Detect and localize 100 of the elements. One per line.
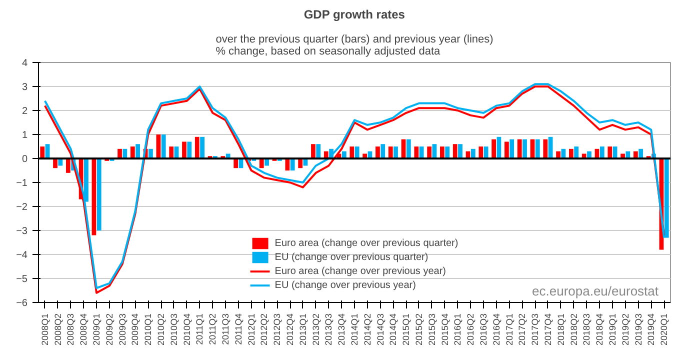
bar bbox=[394, 146, 398, 158]
x-tick-label: 2009Q2 bbox=[104, 313, 114, 346]
bar bbox=[148, 148, 153, 158]
bar bbox=[187, 142, 192, 158]
y-tick-label: 4 bbox=[22, 58, 28, 69]
x-tick-label: 2010Q4 bbox=[182, 313, 192, 346]
x-tick-label: 2019Q2 bbox=[620, 313, 630, 346]
bar bbox=[406, 139, 411, 158]
legend-label: EU (change over previous year) bbox=[274, 278, 416, 292]
y-tick-label: 0 bbox=[22, 154, 28, 165]
y-tick-label: 1 bbox=[22, 130, 28, 141]
bar bbox=[452, 144, 458, 158]
x-tick-label: 2009Q3 bbox=[117, 313, 128, 346]
x-tick-label: 2008Q2 bbox=[52, 313, 63, 346]
bar bbox=[574, 146, 579, 158]
y-tick-label: −2 bbox=[16, 202, 28, 213]
bar bbox=[445, 146, 450, 158]
x-tick-label: 2011Q2 bbox=[208, 314, 218, 345]
bar bbox=[388, 146, 393, 158]
bar bbox=[380, 144, 386, 158]
x-tick-label: 2015Q4 bbox=[440, 313, 450, 346]
bar bbox=[182, 142, 186, 158]
bar bbox=[40, 146, 45, 158]
x-tick-label: 2013Q4 bbox=[336, 313, 347, 346]
x-tick-label: 2012Q4 bbox=[285, 313, 296, 346]
bar bbox=[92, 158, 96, 236]
y-tick-label: −1 bbox=[16, 178, 28, 189]
x-tick-label: 2018Q1 bbox=[556, 313, 566, 346]
legend-label: EU (change over previous quarter) bbox=[274, 250, 428, 264]
bar bbox=[427, 146, 432, 158]
x-tick-label: 2016Q1 bbox=[452, 313, 463, 346]
y-tick-label: 3 bbox=[22, 82, 28, 93]
bar bbox=[568, 148, 574, 158]
bar bbox=[517, 139, 522, 158]
y-tick-label: 2 bbox=[22, 106, 28, 117]
bar bbox=[66, 158, 70, 173]
x-tick-label: 2009Q4 bbox=[130, 313, 140, 346]
x-tick-label: 2016Q4 bbox=[491, 313, 502, 346]
bar bbox=[350, 146, 354, 158]
bar bbox=[118, 148, 122, 158]
x-tick-label: 2014Q1 bbox=[350, 313, 360, 346]
bar bbox=[440, 146, 444, 158]
bar bbox=[535, 139, 540, 158]
bar bbox=[316, 144, 321, 158]
x-tick-label: 2019Q4 bbox=[646, 313, 656, 346]
bar bbox=[285, 158, 290, 170]
bar bbox=[376, 146, 380, 158]
x-tick-label: 2018Q3 bbox=[582, 313, 592, 346]
x-tick-label: 2013Q3 bbox=[324, 313, 334, 346]
x-tick-label: 2014Q3 bbox=[375, 313, 386, 346]
y-tick-label: −4 bbox=[16, 250, 28, 261]
bar bbox=[136, 144, 140, 158]
annotation: ec.europa.eu/eurostat bbox=[532, 284, 659, 298]
bar bbox=[492, 139, 496, 158]
bar bbox=[510, 139, 514, 158]
x-tick-label: 2010Q1 bbox=[143, 313, 154, 346]
x-tick-label: 2012Q3 bbox=[272, 313, 282, 346]
x-tick-label: 2018Q2 bbox=[568, 313, 579, 346]
bar bbox=[169, 146, 174, 158]
x-tick-label: 2008Q3 bbox=[66, 313, 76, 346]
x-tick-label: 2013Q2 bbox=[310, 313, 321, 346]
bar bbox=[84, 158, 88, 202]
bar bbox=[130, 146, 135, 158]
bar bbox=[484, 146, 488, 158]
x-tick-label: 2010Q2 bbox=[156, 313, 166, 346]
x-tick-label: 2008Q4 bbox=[78, 313, 89, 346]
x-tick-label: 2012Q1 bbox=[246, 313, 256, 346]
x-tick-label: 2020Q1 bbox=[659, 313, 670, 346]
bar bbox=[522, 139, 527, 158]
x-tick-label: 2015Q1 bbox=[401, 313, 412, 346]
bar bbox=[543, 139, 548, 158]
bar bbox=[600, 146, 604, 158]
legend-label: Euro area (change over previous quarter) bbox=[274, 236, 458, 250]
bar bbox=[53, 158, 58, 168]
bar bbox=[478, 146, 484, 158]
bar bbox=[122, 148, 128, 158]
x-tick-label: 2012Q2 bbox=[259, 313, 270, 346]
bar bbox=[504, 142, 509, 158]
chart-subtitle: over the previous quarter (bars) and previous year (lines) % change, based on seasonally adjusted data bbox=[216, 34, 494, 58]
bar bbox=[298, 158, 303, 168]
x-tick-label: 2015Q2 bbox=[414, 313, 424, 346]
x-tick-label: 2013Q1 bbox=[298, 313, 308, 346]
x-tick-label: 2010Q3 bbox=[168, 313, 179, 346]
x-tick-label: 2016Q3 bbox=[478, 313, 488, 346]
x-tick-label: 2019Q3 bbox=[633, 313, 644, 346]
x-tick-label: 2017Q2 bbox=[517, 313, 528, 346]
bar bbox=[354, 146, 360, 158]
y-tick-label: −3 bbox=[16, 226, 28, 237]
bar bbox=[419, 146, 424, 158]
x-tick-label: 2014Q2 bbox=[362, 313, 372, 346]
x-tick-label: 2017Q3 bbox=[530, 313, 540, 346]
x-tick-label: 2017Q1 bbox=[504, 313, 514, 346]
bar bbox=[608, 146, 612, 158]
bar bbox=[96, 158, 102, 230]
y-tick-label: −6 bbox=[16, 298, 28, 309]
x-tick-label: 2011Q4 bbox=[233, 314, 244, 345]
bar bbox=[194, 136, 200, 158]
bar bbox=[290, 158, 295, 170]
bar bbox=[311, 144, 316, 158]
bar bbox=[161, 134, 166, 158]
